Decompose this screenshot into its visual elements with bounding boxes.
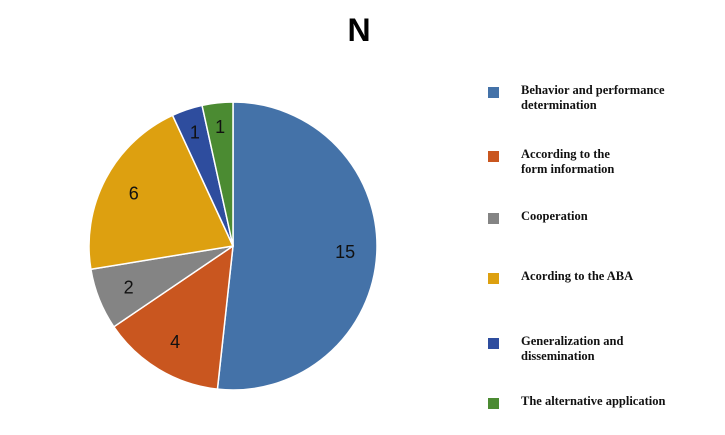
legend-swatch <box>488 87 499 98</box>
pie-slices <box>88 101 378 391</box>
data-label-acording-to-the-aba: 6 <box>129 183 139 203</box>
data-label-generalization-and-dissemination: 1 <box>190 123 200 143</box>
pie-data-labels: 15 4 2 6 1 1 <box>124 117 356 352</box>
pie-slice-acording-to-the-aba <box>88 114 235 271</box>
legend-label: According to the <box>521 147 610 161</box>
legend-label: The alternative application <box>521 394 665 408</box>
legend-label: Acording to the ABA <box>521 269 633 283</box>
data-label-cooperation: 2 <box>124 278 134 298</box>
data-label-according-to-the-form-information: 4 <box>170 332 180 352</box>
legend-swatch <box>488 273 499 284</box>
chart-title: N <box>347 12 371 48</box>
pie-slice-the-alternative-application <box>201 101 234 247</box>
legend-label: Behavior and performance <box>521 83 665 97</box>
legend-item-cooperation: Cooperation <box>488 209 588 224</box>
legend-swatch <box>488 398 499 409</box>
legend-label: dissemination <box>521 349 595 363</box>
legend-swatch <box>488 338 499 349</box>
legend-label: determination <box>521 98 597 112</box>
legend-swatch <box>488 213 499 224</box>
legend-label: Generalization and <box>521 334 623 348</box>
legend-label: form information <box>521 162 614 176</box>
legend-label: Cooperation <box>521 209 588 223</box>
pie-slice-according-to-the-form-information <box>112 244 234 390</box>
data-label-behavior-and-performance-determination: 15 <box>335 242 355 262</box>
data-label-the-alternative-application: 1 <box>215 117 225 137</box>
pie-slice-behavior-and-performance-determination <box>216 101 378 391</box>
legend-swatch <box>488 151 499 162</box>
legend-item-acording-to-the-aba: Acording to the ABA <box>488 269 633 284</box>
legend-item-the-alternative-application: The alternative application <box>488 394 665 409</box>
